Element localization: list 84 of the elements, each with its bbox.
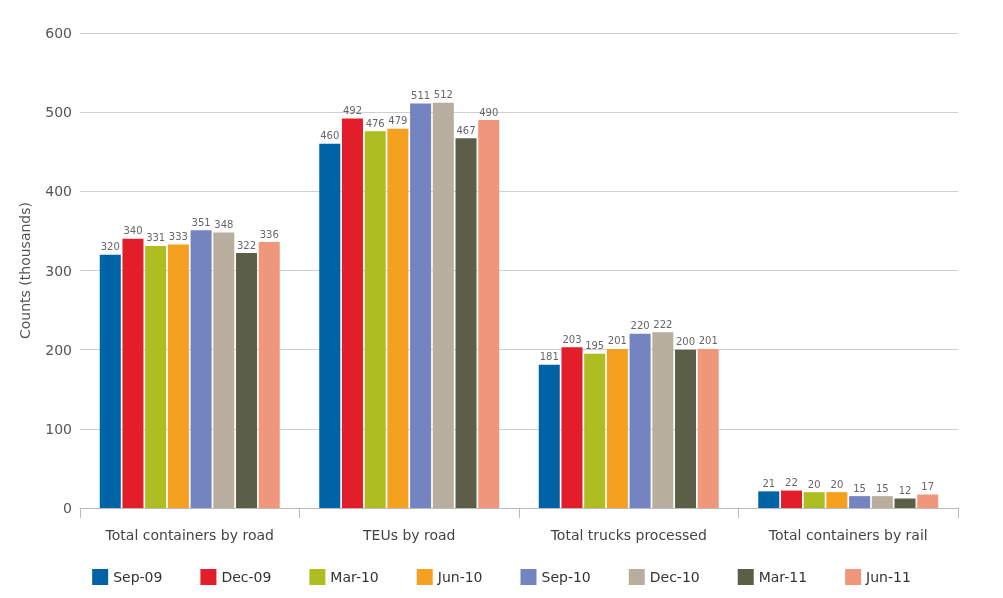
data-label: 15 (875, 482, 889, 494)
bar (145, 245, 167, 508)
bar (167, 244, 189, 508)
bar (849, 496, 871, 508)
data-label: 21 (762, 477, 776, 489)
legend-label: Jun-11 (865, 569, 911, 585)
x-tick-label: Total containers by road (104, 527, 274, 543)
data-label: 336 (259, 228, 279, 240)
bar (894, 498, 916, 508)
legend-label: Mar-11 (758, 569, 808, 585)
bar (258, 242, 280, 508)
bar (606, 348, 628, 508)
bar (455, 138, 477, 508)
data-label: 15 (853, 482, 866, 494)
data-label: 511 (411, 89, 431, 101)
y-tick-label: 100 (45, 420, 72, 437)
data-label: 22 (785, 477, 798, 489)
legend-label: Sep-10 (541, 569, 591, 585)
y-tick-label: 500 (45, 104, 72, 121)
legend-label: Jun-10 (436, 569, 483, 585)
legend-label: Mar-10 (330, 569, 379, 585)
data-label: 460 (320, 130, 340, 142)
bar (319, 143, 341, 508)
bar (561, 347, 583, 508)
y-axis-title: Counts (thousands) (17, 202, 33, 339)
bar (780, 490, 802, 508)
bar (478, 120, 500, 508)
x-tick-label: TEUs by road (362, 527, 456, 543)
bar (803, 492, 825, 508)
bar (236, 253, 258, 508)
data-label: 340 (123, 225, 143, 237)
data-label: 203 (562, 333, 582, 345)
bar (871, 496, 893, 508)
data-label: 490 (479, 106, 499, 118)
data-label: 322 (236, 239, 257, 251)
y-tick-label: 400 (45, 183, 72, 200)
data-label: 220 (630, 320, 650, 332)
bar (364, 131, 386, 508)
data-label: 222 (653, 318, 673, 330)
bar (122, 238, 144, 508)
bar (917, 494, 939, 508)
bar (652, 332, 674, 508)
data-label: 20 (807, 478, 821, 490)
bar (538, 364, 560, 508)
x-tick-label: Total trucks processed (549, 527, 707, 543)
data-label: 12 (898, 485, 912, 496)
y-tick-label: 0 (63, 500, 72, 516)
x-tick-label: Total containers by rail (767, 527, 928, 543)
data-label: 200 (675, 336, 696, 348)
data-label: 320 (100, 241, 120, 253)
bar (629, 333, 651, 508)
bar (758, 491, 780, 508)
data-label: 476 (365, 117, 385, 129)
data-label: 333 (168, 230, 188, 242)
data-label: 492 (342, 105, 363, 116)
data-label: 348 (214, 219, 234, 230)
legend-label: Dec-09 (221, 569, 272, 585)
bar (697, 348, 719, 508)
bar (584, 353, 606, 508)
data-label: 20 (830, 478, 844, 490)
y-tick-label: 600 (45, 25, 72, 41)
legend-label: Dec-10 (649, 569, 700, 585)
data-label: 181 (539, 351, 559, 363)
y-tick-label: 200 (45, 341, 72, 358)
bar (99, 254, 121, 508)
bar (213, 232, 235, 508)
data-label: 201 (607, 335, 627, 347)
bar (410, 103, 432, 508)
bar (675, 349, 697, 508)
bar (387, 128, 409, 508)
bar (341, 118, 363, 508)
y-tick-label: 300 (45, 262, 72, 279)
data-label: 331 (146, 232, 166, 244)
bar (432, 102, 454, 508)
bar (190, 230, 212, 508)
data-label: 201 (698, 335, 718, 347)
data-label: 351 (191, 216, 211, 228)
data-label: 17 (921, 481, 935, 493)
legend-label: Sep-09 (113, 569, 163, 585)
data-label: 467 (456, 124, 476, 136)
bar (826, 492, 848, 508)
data-label: 512 (433, 89, 453, 101)
data-label: 479 (388, 115, 408, 127)
data-label: 195 (585, 340, 605, 352)
